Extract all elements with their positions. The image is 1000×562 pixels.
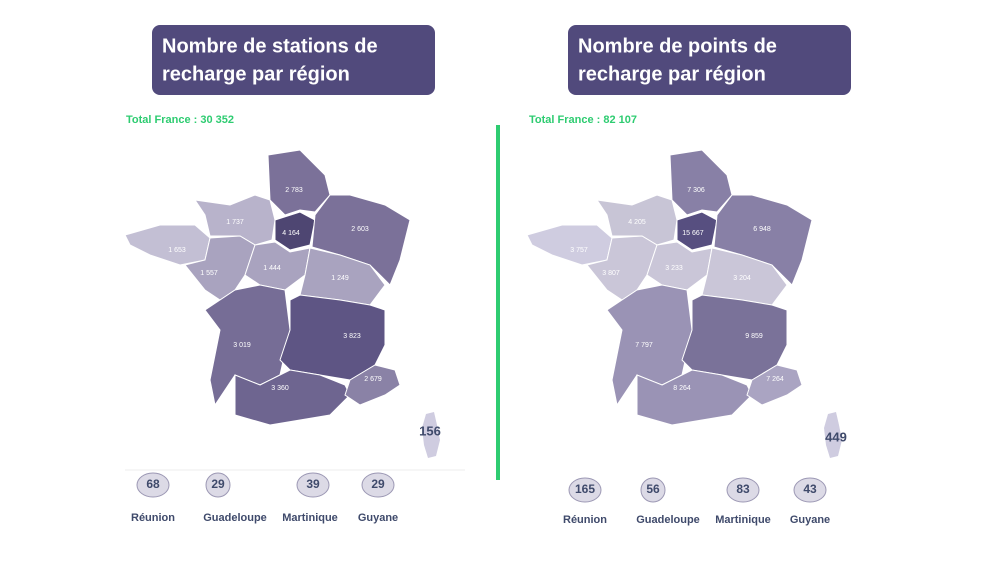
region — [311, 194, 411, 286]
island-value: 29 — [371, 477, 385, 491]
region-value: 2 679 — [364, 376, 382, 383]
title-box — [152, 25, 435, 95]
island-shape — [361, 472, 395, 498]
island-value: 56 — [646, 482, 660, 496]
region — [279, 294, 386, 381]
region-value: 7 797 — [635, 342, 653, 349]
region — [124, 224, 211, 266]
region-value: 3 807 — [602, 270, 620, 277]
region-value: 3 360 — [271, 385, 289, 392]
panel: Nombre de points de recharge par région To… — [526, 25, 851, 526]
island-name: Guadeloupe — [203, 512, 267, 524]
region — [267, 149, 331, 216]
total-label: Total France : 30 352 — [126, 114, 234, 126]
panel: Nombre de stations de recharge par région… — [124, 25, 465, 524]
region — [234, 369, 351, 426]
region-value: 3 019 — [233, 342, 251, 349]
map: 2 783 4 164 2 603 1 737 1 653 1 557 1 444 1 249… — [124, 149, 440, 458]
region-value: 7 306 — [687, 187, 705, 194]
island-value: 83 — [736, 482, 750, 496]
region — [746, 364, 803, 406]
region — [676, 211, 718, 251]
region-value: 3 204 — [733, 275, 751, 282]
island-shape — [640, 477, 666, 503]
island-value: 39 — [306, 477, 320, 491]
region-value: 1 249 — [331, 275, 349, 282]
region-value: 1 444 — [263, 265, 281, 272]
panel-title: Nombre de stations de — [162, 35, 378, 57]
region — [669, 149, 733, 216]
island-name: Martinique — [282, 512, 338, 524]
region-value: 15 667 — [682, 230, 704, 237]
corsica-value: 156 — [419, 423, 441, 438]
island-shape — [205, 472, 231, 498]
island-value: 43 — [803, 482, 817, 496]
panel-title: Nombre de points de — [578, 35, 777, 57]
region-value: 6 948 — [753, 226, 771, 233]
region — [193, 194, 276, 246]
corsica-shape — [824, 412, 842, 458]
map: 7 306 15 667 6 948 4 205 3 757 3 807 3 233 3 20… — [526, 149, 842, 458]
region — [344, 364, 401, 406]
region — [713, 194, 813, 286]
region-value: 7 264 — [766, 376, 784, 383]
region-value: 3 823 — [343, 333, 361, 340]
title-box — [568, 25, 851, 95]
panel-title: recharge par région — [162, 63, 350, 85]
region-value: 4 205 — [628, 219, 646, 226]
island-name: Réunion — [131, 512, 175, 524]
island-name: Guadeloupe — [636, 514, 700, 526]
island-value: 68 — [146, 477, 160, 491]
region-value: 3 757 — [570, 247, 588, 254]
region-value: 3 233 — [665, 265, 683, 272]
region-value: 2 783 — [285, 187, 303, 194]
island-value: 29 — [211, 477, 225, 491]
island-shape — [568, 477, 602, 503]
island-shape — [793, 477, 827, 503]
panel-title: recharge par région — [578, 63, 766, 85]
island-shape — [726, 477, 760, 503]
island-name: Guyane — [358, 512, 398, 524]
region-value: 1 653 — [168, 247, 186, 254]
region-value: 8 264 — [673, 385, 691, 392]
region — [595, 194, 678, 246]
region — [526, 224, 613, 266]
region — [274, 211, 316, 251]
corsica-value: 449 — [825, 429, 847, 444]
island-name: Réunion — [563, 514, 607, 526]
region-value: 1 557 — [200, 270, 218, 277]
region-value: 1 737 — [226, 219, 244, 226]
region — [636, 369, 753, 426]
region-value: 2 603 — [351, 226, 369, 233]
region-value: 4 164 — [282, 230, 300, 237]
region — [681, 294, 788, 381]
island-shape — [136, 472, 170, 498]
island-shape — [296, 472, 330, 498]
corsica-shape — [422, 412, 440, 458]
region-value: 9 859 — [745, 333, 763, 340]
total-label: Total France : 82 107 — [529, 114, 637, 126]
island-name: Martinique — [715, 514, 771, 526]
island-name: Guyane — [790, 514, 830, 526]
island-value: 165 — [575, 482, 595, 496]
